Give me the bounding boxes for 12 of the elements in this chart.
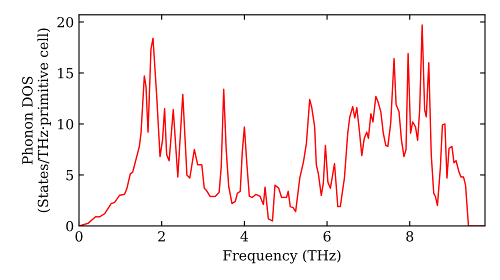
x-tick-label: 8: [406, 231, 414, 242]
x-tick-label: 0: [75, 231, 82, 242]
y-tick-label: 5: [66, 170, 74, 180]
x-tick-label: 6: [324, 231, 331, 242]
x-axis-title: Frequency (THz): [223, 250, 340, 264]
y-tick-label: 10: [58, 118, 74, 130]
y-tick-label: 20: [57, 16, 74, 28]
y-tick-label: 0: [66, 220, 74, 232]
y-axis-title: Phonon DOS (States/THz·primitive cell): [22, 28, 51, 212]
y-tick-label: 15: [58, 68, 74, 78]
x-tick-label: 2: [158, 231, 165, 242]
x-tick-label: 4: [240, 231, 248, 242]
